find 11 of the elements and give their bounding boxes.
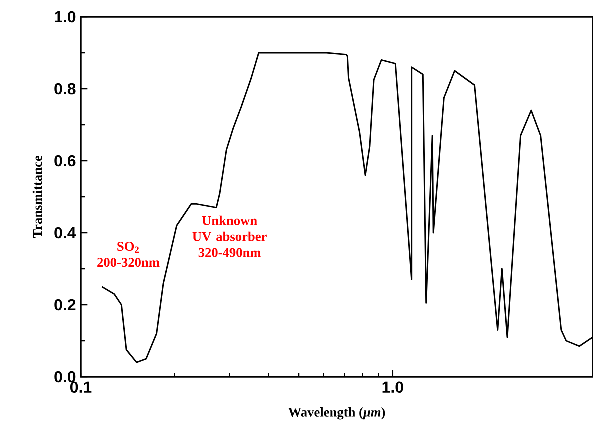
y-tick-label: 0.4	[54, 227, 76, 239]
x-tick-label: 0.1	[70, 382, 92, 394]
annotation: SO$_{2}$ 200-320nm	[98, 242, 160, 268]
x-axis-title: Wavelength (μm)	[288, 408, 386, 420]
y-tick-label: 0.8	[54, 83, 76, 95]
y-tick-label: 0.0	[54, 371, 76, 383]
y-tick-label: 0.6	[54, 155, 76, 167]
y-tick-label: 1.0	[55, 11, 76, 23]
y-axis-title: Transmittance	[32, 156, 42, 238]
annotation: Unknown UV absorber 320-490nm	[192, 216, 267, 258]
y-tick-label: 0.2	[54, 299, 76, 311]
